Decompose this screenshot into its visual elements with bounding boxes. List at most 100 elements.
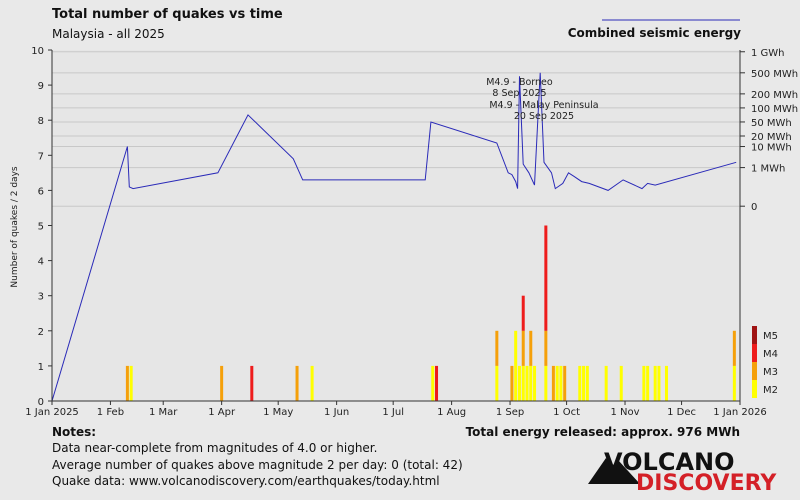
x-tick-label: 1 Jun <box>324 407 349 418</box>
bar-segment-m2 <box>642 365 646 401</box>
total-energy-text: Total energy released: approx. 976 MWh <box>466 425 740 439</box>
energy-tick-label: 10 MWh <box>751 143 792 154</box>
bar-segment-m2 <box>559 365 563 401</box>
x-tick-label: 1 Nov <box>610 407 639 418</box>
bar-segment-m2 <box>525 365 529 401</box>
energy-legend-label: Combined seismic energy <box>568 26 741 40</box>
legend-label-m2: M2 <box>763 385 778 396</box>
bar-segment-m2 <box>604 365 608 401</box>
axes-group <box>48 49 745 405</box>
volcano-discovery-logo: VOLCANO DISCOVERY <box>588 448 777 496</box>
bar-segment-m2 <box>495 365 499 401</box>
x-tick-label: 1 Jan 2025 <box>25 407 79 418</box>
bar-segment-m2 <box>582 365 586 401</box>
x-tick-label: 1 Jan 2026 <box>713 407 767 418</box>
bar-segment-m3 <box>551 365 555 401</box>
logo-text-volcano: VOLCANO <box>604 448 735 476</box>
x-tick-label: 1 Oct <box>553 407 580 418</box>
y-tick-label: 7 <box>38 151 44 162</box>
y-tick-label: 1 <box>38 362 44 373</box>
x-tick-label: 1 Mar <box>149 407 178 418</box>
y-tick-label: 2 <box>38 327 44 338</box>
energy-tick-label: 100 MWh <box>751 104 798 115</box>
bars-group <box>125 225 736 401</box>
x-tick-label: 1 Sep <box>496 407 524 418</box>
x-tick-label: 1 Dec <box>667 407 696 418</box>
energy-tick-label: 20 MWh <box>751 132 792 143</box>
plot-area <box>52 50 740 401</box>
bar-segment-m2 <box>657 365 661 401</box>
legend-swatch-m3 <box>752 362 757 380</box>
x-tick-label: 1 Feb <box>97 407 124 418</box>
bar-segment-m3 <box>732 330 736 366</box>
bar-segment-m2 <box>585 365 589 401</box>
bar-segment-m2 <box>619 365 623 401</box>
bar-segment-m2 <box>646 365 650 401</box>
bar-segment-m2 <box>578 365 582 401</box>
notes-line-2: Average number of quakes above magnitude… <box>52 458 463 472</box>
energy-tick-label: 500 MWh <box>751 69 798 80</box>
legend-label-m4: M4 <box>763 349 778 360</box>
y-tick-label: 4 <box>38 257 44 268</box>
y-axis-label: Number of quakes / 2 days <box>10 166 20 287</box>
legend-swatch-m5 <box>752 326 757 344</box>
notes-line-3: Quake data: www.volcanodiscovery.com/ear… <box>52 474 440 488</box>
bar-segment-m3 <box>563 365 567 401</box>
y-tick-label: 8 <box>38 116 44 127</box>
bar-segment-m3 <box>295 365 299 401</box>
bar-segment-m3 <box>529 330 533 366</box>
bar-segment-m3 <box>544 330 548 366</box>
bar-segment-m3 <box>510 365 514 401</box>
legend-label-m3: M3 <box>763 367 778 378</box>
x-tick-label: 1 Apr <box>208 407 236 418</box>
energy-grid-lines <box>52 51 740 207</box>
bar-segment-m2 <box>310 365 314 401</box>
bar-segment-m2 <box>544 365 548 401</box>
y-tick-label: 6 <box>38 186 44 197</box>
legend-label-m5: M5 <box>763 331 778 342</box>
legend-swatch-m2 <box>752 380 757 398</box>
energy-tick-label: 1 GWh <box>751 48 785 59</box>
bar-segment-m4 <box>435 365 439 401</box>
legend-swatch-m4 <box>752 344 757 362</box>
annotation-line-1: M4.9 - Malay Peninsula <box>489 100 598 111</box>
y-tick-label: 5 <box>38 222 44 233</box>
y-tick-label: 3 <box>38 292 44 303</box>
bar-segment-m2 <box>533 365 537 401</box>
y-tick-labels: 0 1 2 3 4 5 6 7 8 9 10 <box>31 46 44 408</box>
x-tick-label: 1 Jul <box>382 407 404 418</box>
notes-line-1: Data near-complete from magnitudes of 4.… <box>52 441 377 455</box>
bar-segment-m2 <box>521 365 525 401</box>
bar-segment-m2 <box>732 365 736 401</box>
energy-tick-label: 50 MWh <box>751 118 792 129</box>
bar-segment-m4 <box>544 225 548 331</box>
bar-segment-m3 <box>125 365 129 401</box>
energy-line-group <box>51 72 737 402</box>
energy-tick-label: 200 MWh <box>751 90 798 101</box>
bar-segment-m2 <box>514 330 518 401</box>
annotation-line-1: M4.9 - Borneo <box>486 77 553 88</box>
bar-segment-m2 <box>431 365 435 401</box>
chart-title: Total number of quakes vs time <box>52 7 283 22</box>
annotation-line-2: 8 Sep 2025 <box>492 88 546 99</box>
volcano-logo-icon <box>588 458 640 484</box>
bar-segment-m3 <box>220 365 224 401</box>
y-tick-label: 0 <box>38 397 44 408</box>
bar-segment-m2 <box>653 365 657 401</box>
bar-segment-m2 <box>529 365 533 401</box>
x-tick-label: 1 Aug <box>437 407 466 418</box>
bar-segment-m4 <box>521 295 525 331</box>
x-tick-labels: 1 Jan 2025 1 Feb 1 Mar 1 Apr 1 May 1 Jun 1 Jul… <box>25 407 767 418</box>
bar-segment-m4 <box>250 365 254 401</box>
energy-tick-label: 0 <box>751 202 757 213</box>
energy-line <box>51 72 737 402</box>
x-tick-label: 1 May <box>263 407 293 418</box>
notes-heading: Notes: <box>52 425 96 439</box>
bar-segment-m2 <box>129 365 133 401</box>
magnitude-legend: M5 M4 M3 M2 <box>752 326 778 398</box>
y-tick-label: 10 <box>31 46 44 57</box>
y-tick-label: 9 <box>38 81 44 92</box>
